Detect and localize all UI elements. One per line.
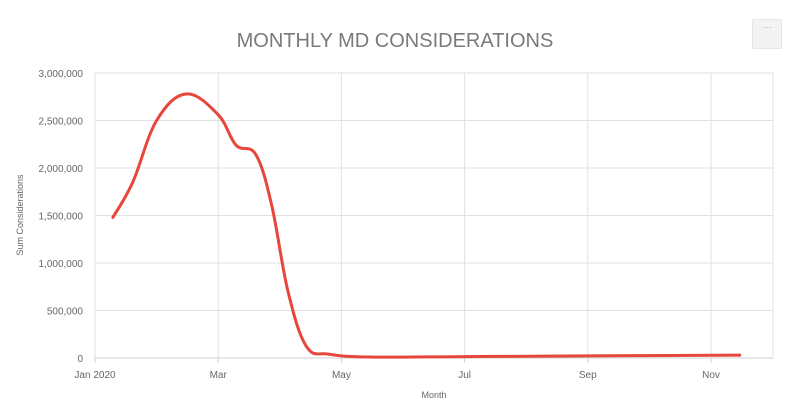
y-tick-label: 0 bbox=[77, 354, 83, 365]
x-axis-title: Month bbox=[421, 390, 446, 400]
y-tick-label: 2,500,000 bbox=[39, 117, 84, 128]
ellipsis-icon: ··· bbox=[762, 22, 772, 32]
x-tick-label: Jan 2020 bbox=[74, 370, 116, 381]
grid-lines bbox=[94, 72, 774, 363]
x-tick-label: Mar bbox=[210, 370, 228, 381]
series-layer bbox=[111, 92, 742, 359]
y-axis-ticks: 0 500,000 1,000,000 1,500,000 2,000,000 2,500… bbox=[39, 69, 84, 365]
chart-menu-button[interactable]: ··· bbox=[752, 19, 782, 49]
x-tick-label: Nov bbox=[702, 370, 720, 381]
y-tick-label: 1,000,000 bbox=[39, 259, 84, 270]
y-tick-label: 2,000,000 bbox=[39, 164, 84, 175]
y-tick-label: 3,000,000 bbox=[39, 69, 84, 80]
series-line bbox=[111, 92, 742, 359]
y-tick-label: 1,500,000 bbox=[39, 212, 84, 223]
x-axis-ticks: Jan 2020 Mar May Jul Sep Nov bbox=[74, 370, 719, 381]
x-tick-label: May bbox=[332, 370, 351, 381]
x-tick-label: Jul bbox=[458, 370, 471, 381]
x-tick-label: Sep bbox=[579, 370, 597, 381]
y-axis-title: Sum Considerations bbox=[15, 174, 25, 256]
chart-title: MONTHLY MD CONSIDERATIONS bbox=[236, 30, 554, 52]
y-tick-label: 500,000 bbox=[47, 307, 84, 318]
